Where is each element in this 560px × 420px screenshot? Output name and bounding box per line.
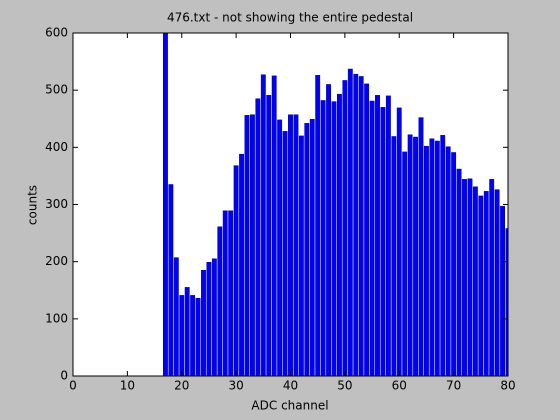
bar <box>168 184 174 376</box>
y-tick-label: 200 <box>45 254 68 268</box>
bar <box>402 151 408 376</box>
bar <box>233 165 239 376</box>
bar <box>472 186 478 376</box>
bar <box>347 68 353 376</box>
x-tick-label: 40 <box>283 379 298 393</box>
bar <box>380 107 386 376</box>
bar <box>337 93 342 376</box>
bar <box>364 83 370 376</box>
bar <box>429 138 435 376</box>
bar <box>228 210 234 376</box>
bar <box>320 100 326 376</box>
bar <box>440 135 446 376</box>
bar <box>260 74 266 376</box>
bar <box>255 98 261 376</box>
bar <box>385 95 391 376</box>
y-tick-label: 100 <box>45 311 68 325</box>
bar <box>244 115 250 376</box>
bar <box>309 119 315 376</box>
bar <box>250 114 255 376</box>
bar <box>424 145 429 376</box>
bar <box>342 80 348 376</box>
bar <box>483 191 489 376</box>
bar <box>239 153 244 376</box>
x-tick-label: 60 <box>392 379 407 393</box>
bar <box>206 261 212 376</box>
bar <box>413 136 418 376</box>
bar <box>282 131 288 376</box>
bar <box>277 119 283 376</box>
x-tick-label: 0 <box>69 379 77 393</box>
y-tick-label: 400 <box>45 140 68 154</box>
bar <box>298 135 304 376</box>
bar <box>211 258 217 376</box>
bar <box>434 140 440 376</box>
y-tick-label: 300 <box>45 197 68 211</box>
bar <box>396 107 402 376</box>
bar <box>293 114 299 376</box>
bar <box>478 195 484 376</box>
bar <box>456 168 462 376</box>
bar <box>173 257 179 376</box>
bar <box>467 178 473 376</box>
bar <box>326 84 331 376</box>
bar <box>391 136 397 376</box>
bar <box>369 100 375 376</box>
bar <box>315 75 321 376</box>
bar <box>358 76 364 376</box>
bar <box>288 114 293 376</box>
bar <box>266 95 272 376</box>
bar <box>201 269 206 376</box>
x-tick-label: 10 <box>120 379 135 393</box>
bar <box>462 179 467 376</box>
x-tick-label: 80 <box>500 379 515 393</box>
x-tick-label: 30 <box>228 379 243 393</box>
chart-title: 476.txt - not showing the entire pedesta… <box>167 11 413 25</box>
bar <box>271 75 277 376</box>
bar <box>407 134 413 376</box>
x-tick-label: 20 <box>174 379 189 393</box>
bar <box>353 73 359 376</box>
y-tick-label: 500 <box>45 83 68 97</box>
bar <box>222 210 228 376</box>
bar <box>184 287 190 376</box>
y-tick-label: 0 <box>60 369 68 383</box>
x-axis-label: ADC channel <box>251 399 328 413</box>
bar <box>375 95 380 376</box>
bar <box>451 152 457 376</box>
bar <box>489 179 495 376</box>
y-tick-label: 600 <box>45 26 68 40</box>
bar <box>331 101 337 376</box>
bar <box>304 123 310 376</box>
bar <box>179 295 185 376</box>
y-axis-label: counts <box>26 185 40 225</box>
x-tick-label: 50 <box>337 379 352 393</box>
bar <box>445 146 451 376</box>
bar-group <box>163 33 508 376</box>
x-tick-label: 70 <box>446 379 461 393</box>
bar <box>195 298 201 376</box>
bar <box>500 205 505 376</box>
bar <box>190 295 196 376</box>
bar <box>505 228 508 376</box>
bar <box>494 189 500 376</box>
bar <box>163 33 168 376</box>
bar <box>217 226 223 376</box>
bar <box>418 117 424 376</box>
